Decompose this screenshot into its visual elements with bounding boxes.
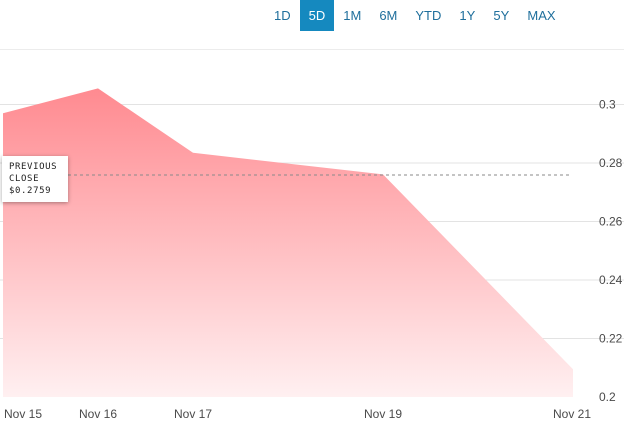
range-button-6m[interactable]: 6M bbox=[370, 0, 406, 31]
x-tick-label: Nov 15 bbox=[4, 407, 42, 421]
range-button-1y[interactable]: 1Y bbox=[450, 0, 484, 31]
y-tick-label: 0.24 bbox=[599, 273, 623, 287]
price-area bbox=[3, 88, 573, 397]
range-button-1m[interactable]: 1M bbox=[334, 0, 370, 31]
y-tick-label: 0.22 bbox=[599, 332, 623, 346]
previous-close-value: $0.2759 bbox=[9, 186, 52, 196]
x-tick-label: Nov 17 bbox=[174, 407, 212, 421]
range-button-ytd[interactable]: YTD bbox=[406, 0, 450, 31]
y-tick-label: 0.28 bbox=[599, 156, 623, 170]
range-button-5d[interactable]: 5D bbox=[299, 0, 335, 31]
y-tick-label: 0.2 bbox=[599, 390, 616, 404]
range-button-max[interactable]: MAX bbox=[518, 0, 564, 31]
top-divider bbox=[0, 49, 624, 50]
range-button-5y[interactable]: 5Y bbox=[484, 0, 518, 31]
x-tick-label: Nov 21 bbox=[553, 407, 591, 421]
range-selector: 1D 5D 1M 6M YTD 1Y 5Y MAX bbox=[265, 0, 565, 31]
y-tick-label: 0.3 bbox=[599, 98, 616, 112]
range-button-1d[interactable]: 1D bbox=[265, 0, 300, 31]
previous-close-tooltip: PREVIOUS CLOSE $0.2759 bbox=[2, 156, 68, 202]
previous-close-label-2: CLOSE bbox=[9, 174, 40, 184]
y-tick-label: 0.26 bbox=[599, 215, 623, 229]
previous-close-label-1: PREVIOUS bbox=[9, 162, 58, 172]
x-tick-label: Nov 19 bbox=[364, 407, 402, 421]
x-tick-label: Nov 16 bbox=[79, 407, 117, 421]
